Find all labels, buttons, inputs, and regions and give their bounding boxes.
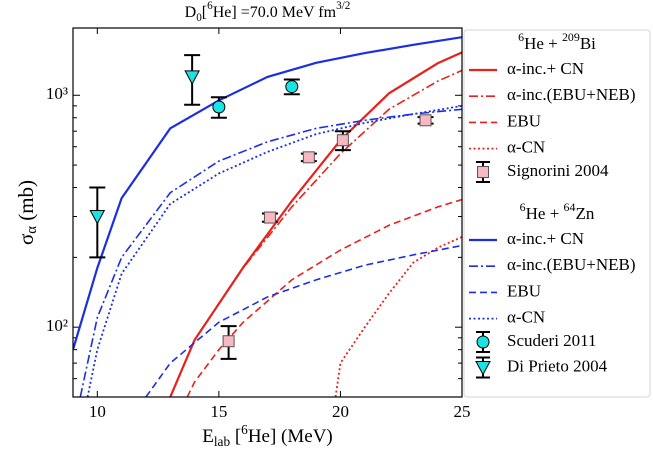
series-line: [79, 108, 462, 397]
marker: [419, 114, 432, 127]
legend-label: Di Prieto 2004: [507, 356, 608, 375]
legend-title-part: Bi: [580, 34, 596, 53]
plot-frame: [72, 27, 463, 398]
x-axis-label-part: E: [202, 426, 214, 447]
series-line: [186, 198, 462, 397]
marker: [477, 166, 489, 178]
x-axis-label-part: lab: [214, 434, 231, 449]
y-axis-label-part: σ: [14, 234, 38, 245]
marker: [89, 210, 106, 225]
chart-title-part: D: [185, 4, 197, 21]
y-axis-label: σα (mb): [14, 180, 41, 245]
legend-title: 6He + 64Zn: [520, 200, 595, 223]
legend-title-part: 6: [518, 30, 524, 44]
legend-title-part: Zn: [575, 204, 594, 223]
legend-label: α-CN: [507, 308, 545, 327]
series-line: [86, 104, 462, 397]
marker: [212, 100, 226, 114]
x-tick-label: 10: [89, 402, 106, 421]
marker: [184, 70, 200, 85]
marker: [302, 151, 315, 164]
legend-label: α-inc.(EBU+NEB): [507, 85, 636, 104]
legend-title-part: He +: [524, 34, 562, 53]
legend-label: Signorini 2004: [507, 161, 609, 180]
x-tick-label: 25: [454, 402, 471, 421]
legend-label: α-inc.(EBU+NEB): [507, 255, 636, 274]
chart-title-part: 3/2: [336, 0, 350, 12]
legend-box: [463, 29, 651, 398]
legend-title: 6He + 209Bi: [518, 30, 596, 53]
marker: [222, 335, 235, 348]
marker: [476, 335, 490, 349]
legend-label: α-inc.+ CN: [507, 229, 584, 248]
x-axis-label: Elab [6He] (MeV): [202, 422, 333, 449]
legend-label: α-inc.+ CN: [507, 59, 584, 78]
x-axis-label-part: [: [230, 426, 241, 447]
legend-label: EBU: [507, 281, 541, 300]
series-line: [73, 36, 462, 350]
legend-title-part: He +: [526, 204, 564, 223]
marker: [285, 80, 299, 94]
y-axis-label-part: α: [24, 226, 40, 234]
x-tick-label: 20: [332, 402, 349, 421]
legend-label: Scuderi 2011: [507, 331, 597, 350]
chart-title-part: [: [202, 4, 207, 21]
series-line: [145, 244, 462, 397]
chart-title-part: 0: [196, 12, 202, 24]
x-axis-label-part: 6: [241, 422, 248, 437]
chart-title-part: He] =70.0 MeV fm: [213, 4, 337, 21]
y-axis-label-part: (mb): [14, 180, 38, 226]
legend-label: α-CN: [507, 138, 545, 157]
legend-title-part: 64: [564, 200, 576, 214]
x-axis-label-part: He] (MeV): [248, 426, 333, 447]
legend-label: EBU: [507, 111, 541, 130]
legend-title-part: 209: [562, 30, 580, 44]
y-tick-label: 10²: [46, 316, 68, 335]
marker: [263, 211, 276, 224]
marker: [336, 134, 349, 147]
y-tick-label: 10³: [46, 84, 68, 103]
chart-title-part: 6: [207, 0, 213, 12]
marker: [475, 361, 491, 376]
plot-area: [73, 36, 462, 397]
series-line: [169, 69, 462, 397]
legend-title-part: 6: [520, 200, 526, 214]
chart-title: D0[6He] =70.0 MeV fm3/2: [185, 0, 351, 24]
x-tick-label: 15: [210, 402, 227, 421]
